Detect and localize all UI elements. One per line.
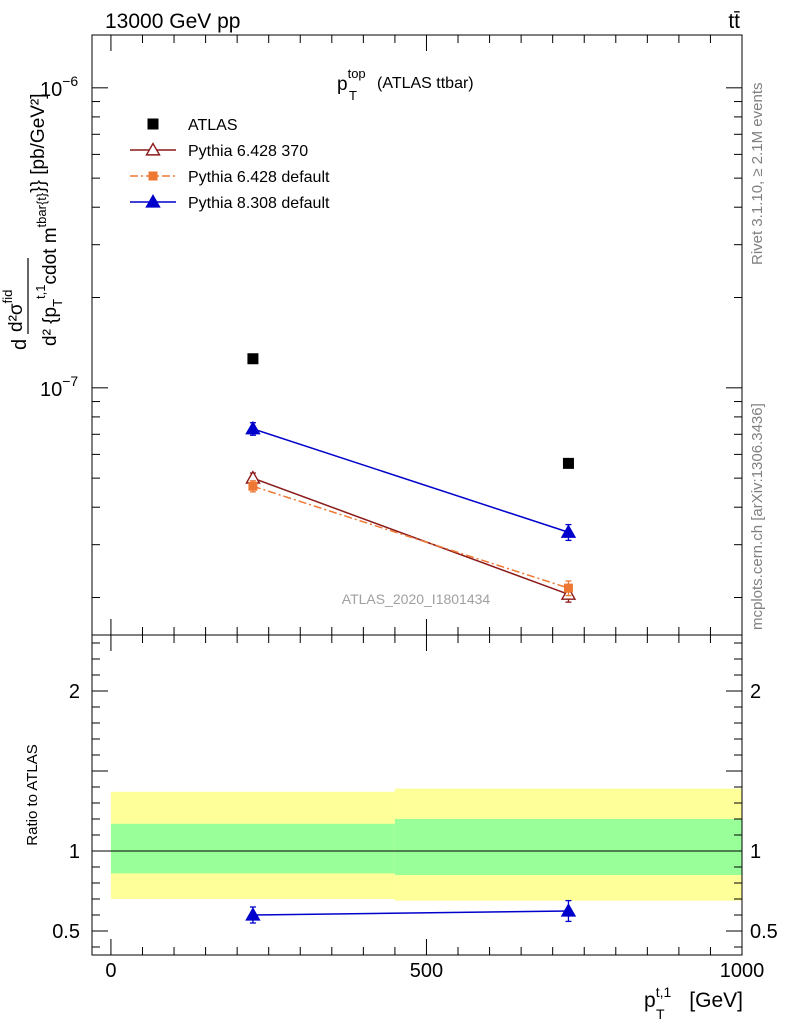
ylabel-unit: }} [pb/GeV²] (28, 93, 49, 192)
ratio-y-tick-label-right-0: 0.5 (750, 921, 778, 943)
series-line-2 (252, 485, 569, 589)
ratio-x-ticks: 0 500 1000 (105, 635, 764, 982)
legend-marker-1 (145, 142, 161, 156)
rivet-version-label: Rivet 3.1.10, ≥ 2.1M events (749, 83, 766, 266)
y-tick-label-1: 10−7 (40, 373, 78, 401)
plot-title-sub: T (349, 88, 357, 103)
legend-marker-3 (145, 194, 161, 208)
x-axis-label: pt,1 (644, 984, 671, 1012)
legend-label-0: ATLAS (188, 117, 238, 134)
y-tick-label-0: 10−6 (40, 73, 78, 101)
data-point-0-0 (247, 353, 259, 365)
xlabel-sub: T (656, 1006, 665, 1022)
ylabel-denominator-sub: T (50, 299, 65, 307)
ylabel-numerator-sup: fid (0, 290, 15, 304)
main-panel: 10−610−7 ptop T (ATLAS ttbar) ATLAS_2020… (0, 34, 743, 636)
ylabel-denominator: d² {p (40, 307, 61, 346)
series-line-3 (252, 428, 569, 533)
ratio-series (245, 899, 577, 924)
series-line-1 (252, 477, 569, 596)
data-point-3-0 (245, 420, 261, 435)
plot-title-rest: (ATLAS ttbar) (377, 75, 474, 92)
svg-text:d: d (9, 339, 31, 350)
mcplots-label: mcplots.cern.ch [arXiv:1306.3436] (749, 403, 766, 630)
x-tick-label-1: 500 (410, 960, 443, 982)
x-tick-label-0: 0 (105, 960, 116, 982)
ratio-y-tick-label-left-1: 1 (69, 841, 80, 863)
y-tick-label-base: 10 (40, 79, 62, 101)
svg-text:d²σfid: d²σfid (0, 290, 27, 332)
data-point-0-1 (562, 457, 574, 469)
header-left-label: 13000 GeV pp (105, 10, 240, 33)
data-point-2-1 (563, 583, 573, 593)
legend-label-3: Pythia 8.308 default (188, 195, 330, 212)
ratio-bands (92, 788, 742, 901)
plot-title-main: p (337, 74, 348, 95)
ratio-frame (91, 634, 743, 956)
ratio-point-0-0 (245, 907, 261, 921)
uncertainty-band-stat-1 (394, 819, 742, 875)
ratio-y-tick-label-left-2: 2 (69, 681, 80, 703)
plot-title: ptop (337, 66, 366, 95)
legend: ATLAS Pythia 6.428 370 Pythia 6.428 defaul… (130, 117, 330, 212)
svg-text:d² {pTt,1cdot mtbar{t}}} [pb/G: d² {pTt,1cdot mtbar{t}}} [pb/GeV²] (28, 93, 65, 346)
uncertainty-band-stat-0 (110, 823, 395, 874)
legend-marker-2 (148, 171, 158, 181)
ratio-y-axis-label: Ratio to ATLAS (24, 744, 41, 845)
legend-label-2: Pythia 6.428 default (188, 169, 330, 186)
y-tick-label-exp: −7 (62, 373, 78, 389)
y-tick-label-exp: −6 (62, 73, 78, 89)
main-y-axis-label: d d²σfid d² {pTt,1cdot mtbar{t}}} [pb/Ge… (0, 93, 65, 350)
header-right-label: tt̄ (728, 10, 740, 33)
ylabel-denominator-rest-sup: tbar{t} (34, 192, 49, 227)
ratio-y-tick-label-right-1: 1 (750, 841, 761, 863)
ylabel-denominator-rest: cdot m (40, 227, 61, 284)
x-tick-label-2: 1000 (720, 960, 765, 982)
plot-title-sup: top (348, 66, 366, 81)
ylabel-d: d (9, 339, 31, 350)
main-series (245, 353, 577, 603)
data-point-3-1 (560, 524, 577, 538)
xlabel-sup: t,1 (656, 984, 672, 1000)
main-y-ticks: 10−610−7 (40, 73, 742, 599)
legend-label-1: Pythia 6.428 370 (188, 143, 308, 160)
ylabel-denominator-sup: t,1 (33, 284, 48, 298)
ratio-panel: 0.5 0.51 12 2 0 500 1000 Ratio to ATLAS pt,1 … (24, 634, 778, 1022)
ratio-y-ticks: 0.5 0.5 1 1 2 2 (52, 642, 778, 948)
xlabel-main: p (644, 989, 656, 1012)
main-x-ticks (110, 35, 743, 635)
ratio-point-0-1 (560, 903, 577, 917)
y-tick-label-base: 10 (40, 379, 62, 401)
legend-marker-0 (147, 118, 159, 130)
ratio-series-line-0 (252, 910, 569, 916)
ratio-y-tick-label-right-2: 2 (750, 681, 761, 703)
xlabel-unit: [GeV] (689, 989, 743, 1012)
analysis-watermark: ATLAS_2020_I1801434 (342, 591, 491, 607)
data-point-2-0 (248, 481, 258, 491)
ratio-y-tick-label-left-0: 0.5 (52, 921, 80, 943)
ylabel-numerator: d²σ (6, 303, 27, 332)
